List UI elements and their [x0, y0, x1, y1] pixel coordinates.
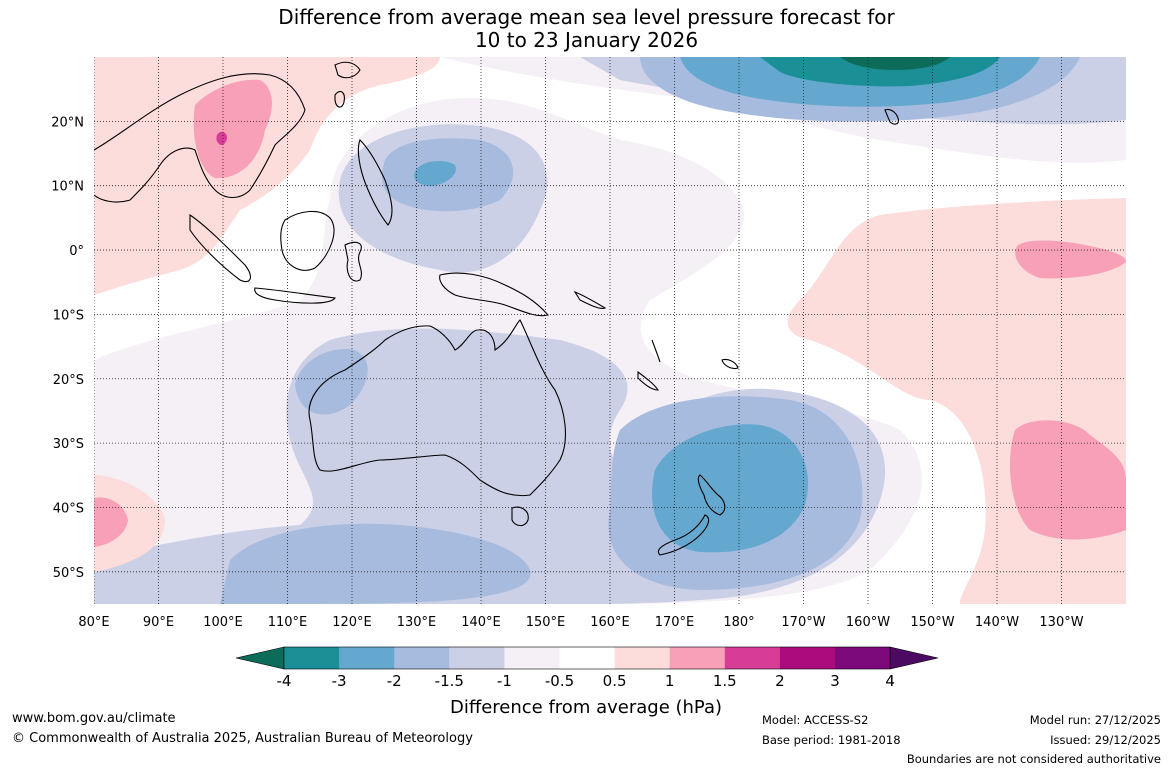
taiwan-coastline	[334, 90, 345, 108]
latitude-tick-label: 30°S	[53, 437, 84, 452]
longitude-tick-label: 80°E	[78, 615, 109, 630]
colorbar-tick-label: 1.5	[713, 672, 737, 690]
tasmania-coastline	[511, 506, 529, 527]
anomaly-region-minus3-north	[760, 57, 1000, 87]
map-plot-area	[94, 57, 1126, 604]
anomaly-region-plus1-southwest	[94, 497, 128, 547]
longitude-tick-label: 140°W	[975, 615, 1019, 630]
colorbar-tick-label: 4	[885, 672, 895, 690]
colorbar-segment	[559, 647, 616, 669]
colorbar-tick-label: -1	[497, 672, 512, 690]
colorbar-tick-label: -4	[277, 672, 292, 690]
colorbar-segment	[504, 647, 560, 669]
colorbar-tick-label: -0.5	[545, 672, 574, 690]
longitude-axis: 80°E 90°E 100°E 110°E 120°E 130°E 140°E 150°E 16…	[78, 615, 1083, 630]
asia-mainland-coastline	[94, 73, 306, 203]
anomaly-region-minus1-5-west	[295, 349, 368, 415]
model-name: Model: ACCESS-S2	[762, 713, 869, 727]
colorbar-border	[283, 646, 891, 670]
fiji-coastline	[721, 358, 739, 370]
colorbar-extend-low	[235, 646, 285, 670]
longitude-tick-label: 160°E	[590, 615, 630, 630]
colorbar-tick-label: 2	[775, 672, 785, 690]
longitude-tick-label: 160°W	[846, 615, 890, 630]
copyright-text: © Commonwealth of Australia 2025, Austra…	[12, 731, 473, 746]
longitude-tick-label: 120°E	[332, 615, 372, 630]
model-run-date: Model run: 27/12/2025	[1029, 713, 1161, 727]
latitude-tick-label: 20°N	[51, 115, 84, 130]
anomaly-region-plus1-asia	[193, 79, 272, 179]
colorbar-tick-label: -2	[387, 672, 402, 690]
longitude-tick-label: 150°W	[910, 615, 954, 630]
anomaly-region-plus0-5-southwest	[94, 475, 165, 572]
longitude-tick-label: 170°E	[655, 615, 695, 630]
colorbar-tick-label: 3	[830, 672, 840, 690]
hawaii-coastline	[884, 108, 899, 125]
australia-coastline	[308, 319, 566, 497]
colorbar-tick-label: 1	[665, 672, 675, 690]
anomaly-region-minus1-5-south	[220, 523, 531, 604]
graticule	[94, 57, 1126, 604]
sulawesi-coastline	[344, 241, 362, 282]
colorbar-segment	[394, 647, 450, 669]
longitude-tick-label: 100°E	[203, 615, 243, 630]
new-zealand-south-coastline	[657, 514, 710, 556]
borneo-coastline	[280, 210, 335, 271]
latitude-axis: 20°N 10°N 0° 10°S 20°S 30°S 40°S 50°S	[51, 115, 84, 580]
colorbar-segment	[449, 647, 505, 669]
latitude-tick-label: 10°N	[51, 180, 84, 195]
latitude-tick-label: 20°S	[53, 373, 84, 388]
colorbar-tick-label: -1.5	[435, 672, 464, 690]
longitude-tick-label: 150°E	[526, 615, 566, 630]
coastlines	[94, 61, 899, 556]
solomon-islands-coastline	[573, 290, 607, 309]
colorbar-extend-high	[889, 646, 939, 670]
colorbar-segment	[339, 647, 395, 669]
latitude-tick-label: 10°S	[53, 308, 84, 323]
philippines-coastline	[357, 139, 393, 226]
colorbar: -4 -3 -2 -1.5 -1 -0.5 0.5 1 1.5 2 3 4	[235, 646, 939, 690]
anomaly-region-minus2-nz	[652, 424, 808, 553]
longitude-tick-label: 180°	[723, 615, 754, 630]
longitude-tick-label: 130°W	[1039, 615, 1083, 630]
colorbar-tick-label: -3	[332, 672, 347, 690]
java-coastline	[254, 287, 336, 304]
colorbar-segment	[284, 647, 340, 669]
latitude-tick-label: 40°S	[53, 501, 84, 516]
longitude-tick-label: 90°E	[143, 615, 174, 630]
new-caledonia-coastline	[637, 370, 660, 391]
anomaly-region-minus4-north	[840, 57, 950, 70]
latitude-tick-label: 50°S	[53, 566, 84, 581]
longitude-tick-label: 170°W	[781, 615, 825, 630]
anomaly-region-minus2-asia	[414, 160, 456, 186]
website-link[interactable]: www.bom.gov.au/climate	[12, 711, 176, 726]
vanuatu-coastline	[651, 339, 661, 363]
colorbar-title: Difference from average (hPa)	[450, 697, 722, 718]
colorbar-segment	[835, 647, 891, 669]
anomaly-region-plus0-5-asia	[94, 57, 440, 295]
colorbar-segment	[724, 647, 781, 669]
issued-date: Issued: 29/12/2025	[1050, 733, 1161, 747]
new-guinea-coastline	[439, 272, 550, 317]
longitude-tick-label: 140°E	[461, 615, 501, 630]
colorbar-segment	[614, 647, 671, 669]
colorbar-segment	[669, 647, 726, 669]
map-title-line1: Difference from average mean sea level p…	[278, 5, 895, 29]
map-title-line2: 10 to 23 January 2026	[474, 28, 699, 52]
boundaries-disclaimer: Boundaries are not considered authoritat…	[906, 752, 1161, 766]
longitude-tick-label: 110°E	[268, 615, 308, 630]
anomaly-region-plus1-5-asia	[216, 131, 227, 146]
base-period: Base period: 1981-2018	[762, 733, 901, 747]
anomaly-region-plus1-east-se	[1010, 420, 1126, 540]
new-zealand-north-coastline	[697, 474, 726, 516]
anomaly-contours	[94, 57, 1126, 604]
colorbar-tick-label: 0.5	[603, 672, 627, 690]
sumatra-coastline	[189, 213, 251, 283]
colorbar-segment	[779, 647, 836, 669]
latitude-tick-label: 0°	[69, 244, 84, 259]
longitude-tick-label: 130°E	[397, 615, 437, 630]
japan-coastline	[334, 61, 361, 79]
